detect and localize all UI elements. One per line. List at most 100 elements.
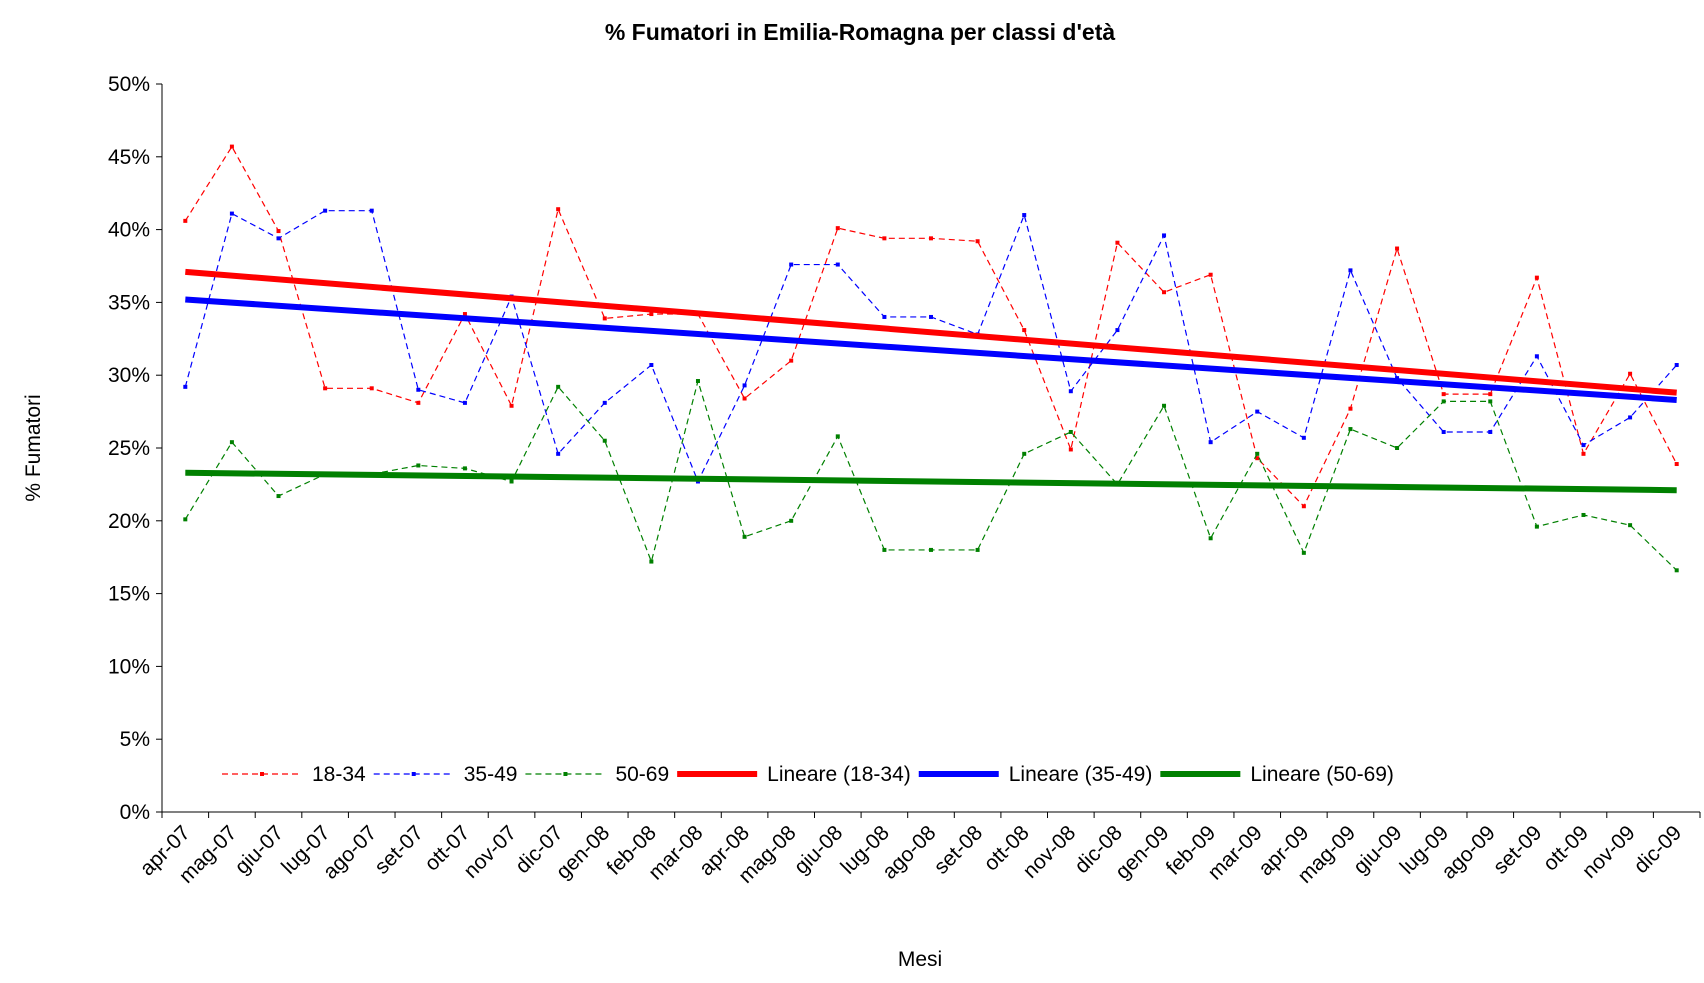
- point: [1255, 451, 1260, 456]
- point: [1488, 399, 1493, 404]
- point: [1022, 213, 1027, 218]
- point: [882, 236, 887, 241]
- point: [1628, 523, 1633, 528]
- trend-line: [185, 469, 1677, 494]
- y-tick-label: 50%: [108, 73, 150, 96]
- point: [789, 518, 794, 523]
- point: [1534, 524, 1539, 529]
- point: [1255, 456, 1260, 461]
- y-tick-label: 20%: [108, 510, 150, 533]
- point: [929, 236, 933, 241]
- point: [789, 358, 794, 363]
- x-tick-label: gen-08: [552, 821, 615, 884]
- point: [462, 312, 467, 317]
- point: [229, 440, 234, 445]
- point: [323, 386, 328, 391]
- point: [1301, 504, 1306, 509]
- point: [929, 547, 933, 552]
- point: [975, 239, 980, 244]
- point: [1581, 512, 1586, 517]
- point: [1534, 275, 1539, 280]
- point: [276, 236, 281, 241]
- point: [1674, 568, 1679, 573]
- y-tick-label: 25%: [108, 437, 150, 460]
- y-tick-label: 35%: [108, 291, 150, 314]
- point: [835, 226, 840, 231]
- y-tick-label: 5%: [120, 728, 150, 751]
- point: [742, 534, 747, 539]
- legend-swatch-marker: [411, 772, 416, 776]
- legend-label: 18-34: [312, 763, 366, 786]
- point: [789, 262, 794, 267]
- point: [742, 396, 747, 401]
- y-tick-label: 40%: [108, 219, 150, 242]
- point: [1348, 268, 1353, 273]
- point: [323, 208, 328, 213]
- series-line: [184, 210, 1678, 483]
- point: [416, 400, 421, 405]
- point: [1301, 550, 1306, 555]
- x-tick-label: set-09: [1489, 821, 1547, 879]
- y-tick-label: 30%: [108, 364, 150, 387]
- y-tick-label: 10%: [108, 655, 150, 678]
- point: [1581, 443, 1586, 448]
- point: [975, 547, 980, 552]
- series-line: [184, 145, 1678, 508]
- point: [929, 314, 933, 319]
- point: [1581, 451, 1586, 456]
- point: [1208, 536, 1213, 541]
- point: [835, 434, 840, 439]
- point: [276, 229, 281, 234]
- point: [1674, 363, 1679, 368]
- x-tick-label: gen-09: [1111, 821, 1174, 884]
- x-tick-label: set-08: [930, 821, 988, 879]
- point: [556, 384, 561, 389]
- trend-line: [185, 296, 1677, 403]
- point: [1022, 328, 1027, 333]
- x-tick-label: giu-08: [790, 821, 848, 879]
- legend-swatch-marker: [260, 772, 264, 776]
- point: [1488, 392, 1493, 397]
- point: [416, 387, 421, 392]
- point: [1162, 403, 1167, 408]
- legend-label: 35-49: [464, 763, 518, 786]
- legend-label: Lineare (35-49): [1009, 763, 1153, 786]
- point: [229, 211, 234, 216]
- point: [556, 451, 561, 456]
- x-tick-label: ago-09: [1437, 821, 1500, 884]
- y-tick-label: 15%: [108, 583, 150, 606]
- point: [1441, 392, 1446, 397]
- point: [602, 400, 607, 405]
- x-tick-label: nov-09: [1578, 821, 1640, 883]
- point: [1441, 399, 1446, 404]
- point: [1162, 290, 1167, 295]
- point: [1022, 451, 1027, 456]
- x-tick-label: dic-09: [1630, 821, 1687, 878]
- x-tick-label: giu-09: [1349, 821, 1407, 879]
- y-axis-label: % Fumatori: [22, 394, 45, 501]
- point: [835, 262, 840, 267]
- point: [462, 400, 467, 405]
- point: [1115, 240, 1120, 245]
- point: [649, 312, 654, 317]
- point: [509, 403, 514, 408]
- x-tick-label: nov-07: [459, 821, 521, 883]
- trend-line: [185, 268, 1677, 396]
- point: [1628, 371, 1633, 376]
- x-tick-label: ago-07: [319, 821, 382, 884]
- point: [1674, 462, 1679, 467]
- point: [416, 463, 421, 468]
- x-tick-label: nov-08: [1019, 821, 1081, 883]
- y-tick-label: 45%: [108, 146, 150, 169]
- point: [556, 207, 561, 212]
- x-tick-label: ago-08: [878, 821, 941, 884]
- point: [742, 383, 747, 388]
- point: [882, 547, 887, 552]
- point: [1301, 435, 1306, 440]
- point: [1488, 429, 1493, 434]
- point: [649, 559, 654, 564]
- point: [1348, 427, 1353, 432]
- point: [1441, 429, 1446, 434]
